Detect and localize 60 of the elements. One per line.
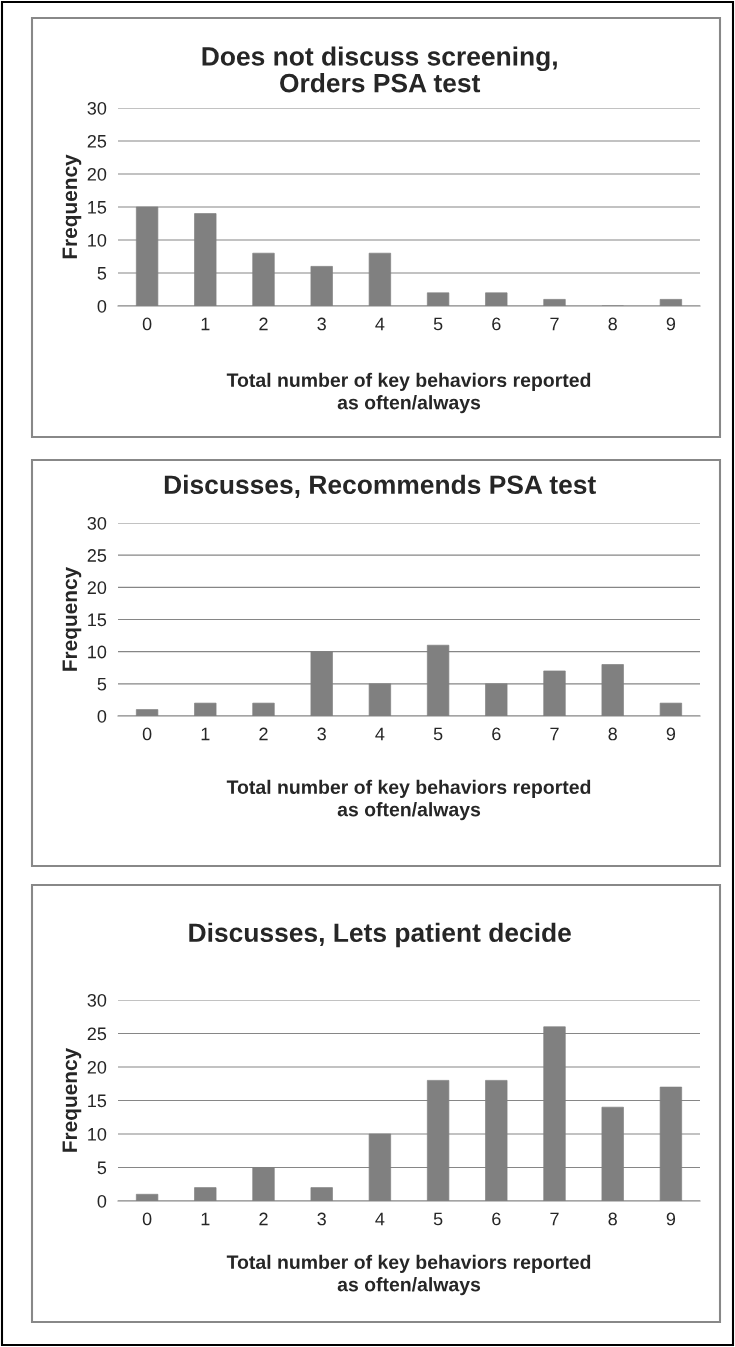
y-tick-label: 10 — [88, 233, 107, 247]
x-tick-label: 0 — [142, 317, 152, 331]
x-tick-label: 4 — [375, 727, 385, 741]
y-tick-label: 25 — [87, 134, 107, 148]
y-axis-title: Frequency — [62, 566, 82, 671]
y-tick-label: 15 — [88, 1094, 107, 1108]
x-tick-label: 2 — [259, 317, 268, 331]
x-axis-title: Total number of key behaviors reported as often/always — [226, 1254, 591, 1296]
x-tick-label: 8 — [608, 1212, 617, 1226]
y-axis-title: Frequency — [62, 154, 82, 259]
x-tick-label: 0 — [142, 1212, 152, 1226]
y-tick-label: 5 — [97, 677, 107, 691]
y-tick-label: 0 — [97, 709, 107, 723]
y-tick-label: 5 — [97, 267, 107, 280]
y-tick-label: 5 — [97, 1161, 107, 1175]
chart-title: Discusses, Lets patient decide — [189, 922, 571, 948]
y-tick-label: 15 — [88, 201, 107, 214]
x-tick-label: 9 — [666, 317, 676, 331]
x-axis-title: Total number of key behaviors reported as often/always — [226, 372, 591, 414]
x-tick-label: 4 — [375, 1212, 385, 1226]
y-tick-label: 0 — [97, 299, 107, 313]
y-tick-label: 30 — [87, 993, 107, 1007]
x-tick-label: 6 — [492, 727, 501, 741]
x-tick-label: 1 — [201, 317, 210, 331]
x-tick-label: 9 — [666, 727, 676, 741]
y-axis-title: Frequency — [62, 1047, 82, 1152]
x-tick-label: 7 — [550, 1212, 559, 1226]
x-tick-label: 7 — [550, 727, 559, 741]
x-tick-label: 7 — [550, 317, 559, 331]
x-tick-label: 2 — [259, 727, 268, 741]
y-tick-label: 20 — [87, 581, 107, 595]
y-tick-label: 30 — [87, 516, 107, 530]
y-tick-label: 10 — [88, 645, 107, 659]
y-tick-label: 30 — [87, 101, 107, 115]
x-tick-label: 3 — [317, 727, 326, 741]
x-tick-label: 6 — [492, 317, 501, 331]
x-tick-label: 3 — [317, 1212, 326, 1226]
y-tick-label: 20 — [87, 167, 107, 181]
x-tick-label: 0 — [142, 727, 152, 741]
y-tick-label: 20 — [87, 1060, 107, 1074]
x-tick-label: 2 — [259, 1212, 268, 1226]
x-tick-label: 4 — [375, 317, 385, 331]
x-tick-label: 1 — [201, 727, 210, 741]
y-tick-label: 25 — [87, 549, 107, 562]
chart-title: Does not discuss screening, Orders PSA test — [202, 46, 557, 93]
x-tick-label: 1 — [201, 1212, 210, 1226]
x-tick-label: 5 — [433, 1212, 443, 1226]
x-tick-label: 8 — [608, 317, 617, 331]
y-tick-label: 15 — [88, 613, 107, 627]
x-tick-label: 6 — [492, 1212, 501, 1226]
x-axis-title: Total number of key behaviors reported as often/always — [226, 779, 591, 821]
x-tick-label: 9 — [666, 1212, 676, 1226]
y-tick-label: 25 — [87, 1027, 107, 1041]
x-tick-label: 8 — [608, 727, 617, 741]
x-tick-label: 5 — [433, 727, 443, 741]
y-tick-label: 0 — [97, 1194, 107, 1208]
x-tick-label: 5 — [433, 317, 443, 331]
x-tick-label: 3 — [317, 317, 326, 331]
chart-title: Discusses, Recommends PSA test — [164, 474, 596, 498]
y-tick-label: 10 — [88, 1127, 107, 1141]
